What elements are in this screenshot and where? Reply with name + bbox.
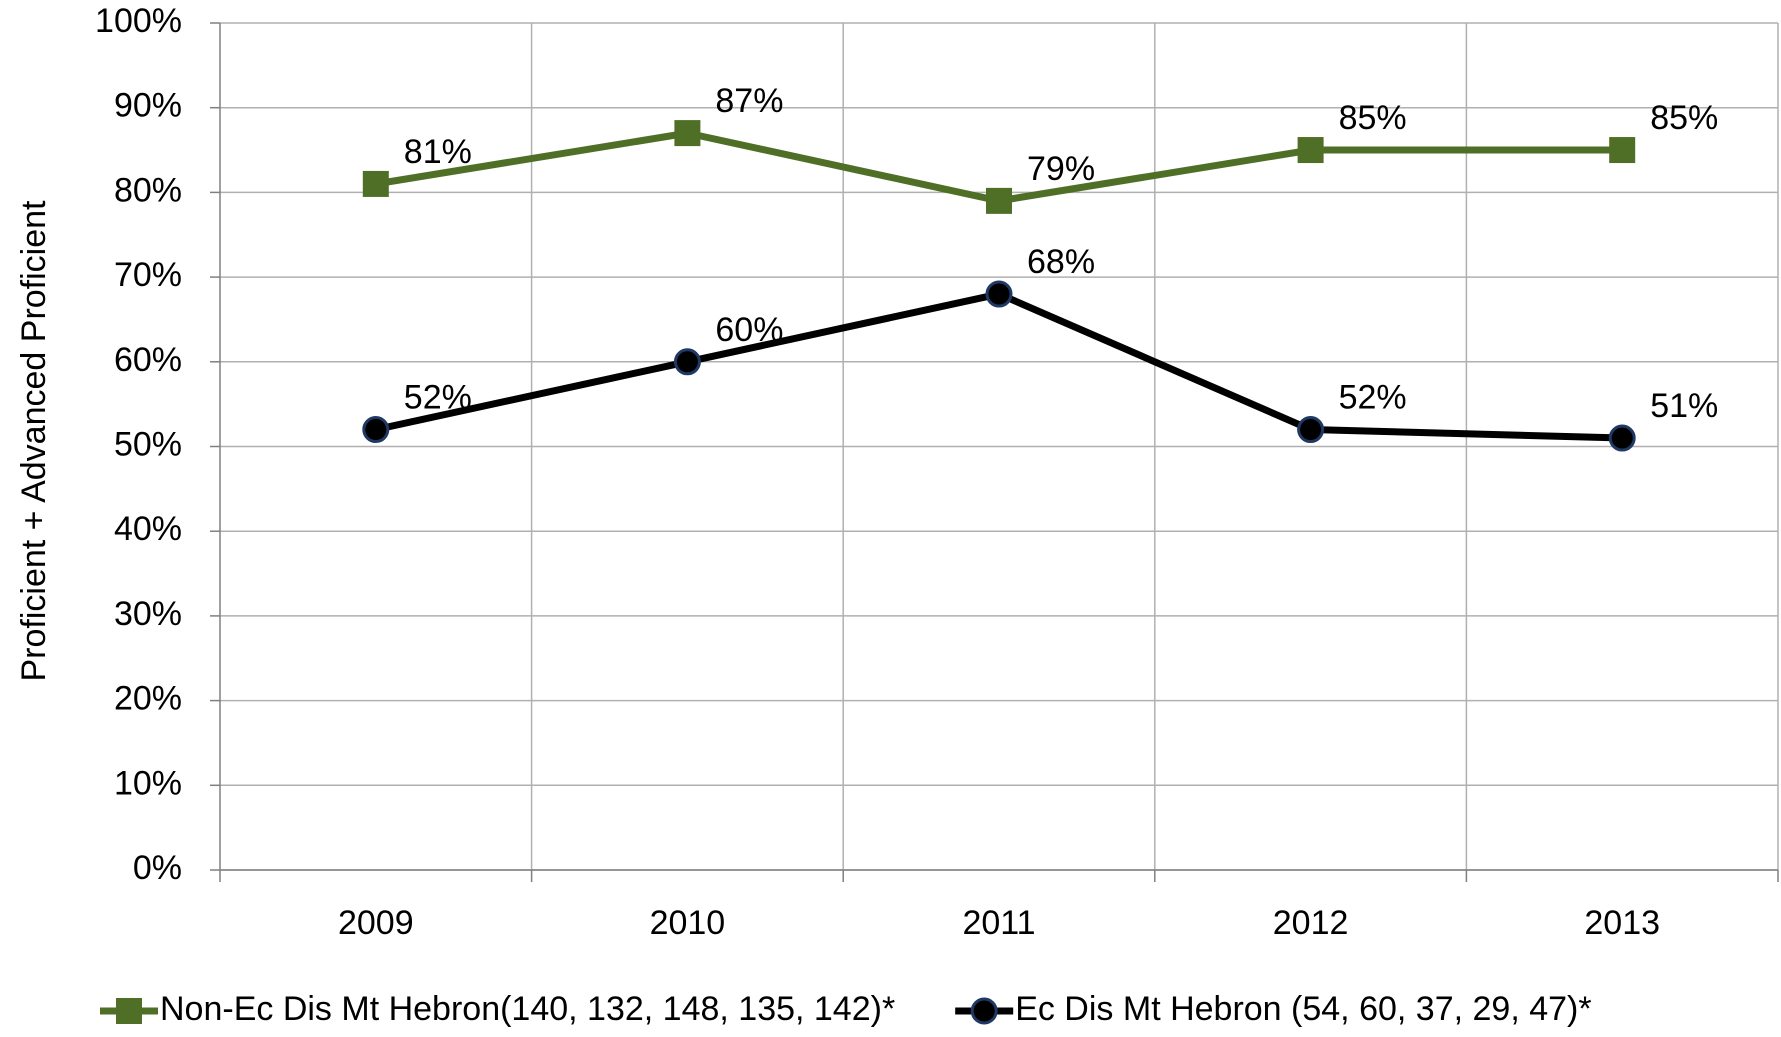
data-label: 51% [1650, 387, 1718, 425]
x-tick-label: 2013 [1584, 904, 1660, 942]
legend-label: Non-Ec Dis Mt Hebron(140, 132, 148, 135,… [160, 990, 895, 1028]
point-marker [673, 348, 701, 376]
y-tick-label: 60% [114, 341, 182, 379]
x-tick-label: 2009 [338, 904, 414, 942]
x-tick-label: 2010 [650, 904, 726, 942]
data-label: 52% [404, 379, 472, 417]
legend-label: Ec Dis Mt Hebron (54, 60, 37, 29, 47)* [1015, 990, 1591, 1028]
data-label: 81% [404, 133, 472, 171]
point-marker [1297, 416, 1325, 444]
y-tick-label: 70% [114, 256, 182, 294]
y-tick-label: 100% [95, 2, 182, 40]
data-label: 79% [1027, 150, 1095, 188]
series-line [375, 290, 1623, 442]
data-label: 68% [1027, 243, 1095, 281]
y-tick-label: 0% [133, 849, 182, 887]
data-label: 87% [715, 82, 783, 120]
data-label: 85% [1650, 99, 1718, 137]
legend-marker [970, 997, 998, 1025]
x-tick-label: 2012 [1273, 904, 1349, 942]
y-tick-label: 50% [114, 425, 182, 463]
point-marker [362, 170, 389, 197]
point-marker [1297, 137, 1324, 164]
point-marker [362, 416, 390, 444]
point-marker [986, 187, 1012, 214]
y-tick-label: 30% [114, 595, 182, 633]
data-label: 85% [1339, 99, 1407, 137]
point-marker [985, 280, 1013, 308]
point-marker [1609, 137, 1636, 164]
y-tick-label: 10% [114, 764, 182, 802]
y-axis-title: Proficient + Advanced Proficient [15, 200, 53, 682]
data-label: 60% [715, 311, 783, 349]
y-tick-label: 80% [114, 171, 182, 209]
legend-marker [116, 998, 142, 1024]
point-marker [1608, 424, 1636, 452]
point-marker [674, 120, 701, 147]
y-tick-label: 40% [114, 510, 182, 548]
data-label: 52% [1339, 379, 1407, 417]
y-tick-label: 20% [114, 680, 182, 718]
x-tick-label: 2011 [962, 904, 1035, 942]
y-tick-label: 90% [114, 87, 182, 125]
